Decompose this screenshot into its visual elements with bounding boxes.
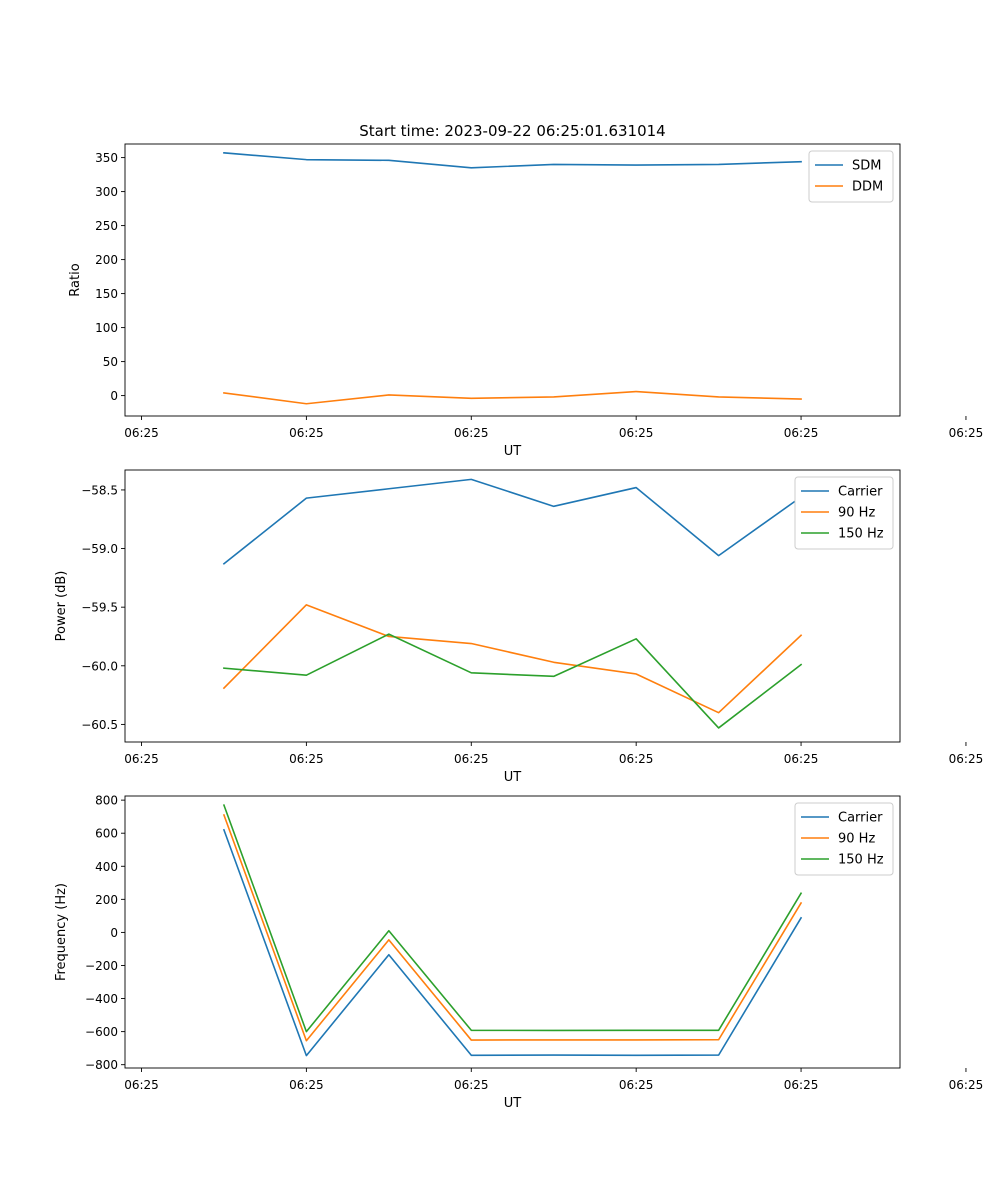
x-tick-label: 06:25 — [289, 426, 324, 440]
y-axis-label: Frequency (Hz) — [54, 883, 69, 981]
axes-frame — [124, 469, 901, 743]
y-tick-label: −58.5 — [81, 483, 118, 497]
x-axis-label: UT — [504, 770, 522, 785]
x-tick-label: 06:25 — [784, 1078, 819, 1092]
y-tick-label: −800 — [85, 1058, 118, 1072]
y-tick-label: 600 — [95, 827, 118, 841]
x-axis-label: UT — [504, 444, 522, 459]
legend-box — [808, 150, 894, 203]
x-tick-label: 06:25 — [289, 752, 324, 766]
subplot-3: 06:2506:2506:2506:2506:2506:2506:26−800−… — [54, 794, 984, 1111]
y-tick-label: 800 — [95, 794, 118, 808]
x-tick-label: 06:25 — [619, 1078, 654, 1092]
x-axis-label: UT — [504, 1096, 522, 1111]
legend: SDM DDM — [808, 150, 894, 203]
x-tick-label: 06:25 — [949, 1078, 984, 1092]
legend-label: 90 Hz — [838, 506, 875, 521]
series-line-90-hz — [222, 813, 803, 1042]
y-tick-label: −400 — [85, 992, 118, 1006]
subplot-1: 06:2506:2506:2506:2506:2506:2506:2605010… — [68, 143, 984, 459]
y-tick-label: 100 — [95, 321, 118, 335]
legend-label: 150 Hz — [838, 853, 884, 868]
legend-label: DDM — [852, 180, 883, 195]
y-tick-label: 0 — [110, 389, 118, 403]
x-tick-label: 06:25 — [619, 752, 654, 766]
legend-label: 150 Hz — [838, 527, 884, 542]
y-tick-label: −60.5 — [81, 718, 118, 732]
series-line-ddm — [223, 390, 802, 405]
y-tick-label: 200 — [95, 253, 118, 267]
legend: Carrier 90 Hz 150 Hz — [794, 476, 894, 550]
y-tick-label: 50 — [103, 355, 118, 369]
y-tick-label: 150 — [95, 287, 118, 301]
y-tick-label: 300 — [95, 185, 118, 199]
x-tick-label: 06:25 — [124, 426, 159, 440]
x-tick-label: 06:25 — [949, 426, 984, 440]
y-axis-label: Power (dB) — [54, 571, 69, 642]
y-tick-label: 200 — [95, 893, 118, 907]
y-tick-label: 400 — [95, 860, 118, 874]
y-axis-label: Ratio — [68, 263, 83, 296]
series-line-sdm — [223, 151, 802, 169]
x-tick-label: 06:25 — [454, 1078, 489, 1092]
series-line-90-hz — [222, 604, 803, 714]
subplot-2: 06:2506:2506:2506:2506:2506:2506:26−60.5… — [54, 469, 984, 785]
x-tick-label: 06:25 — [619, 426, 654, 440]
y-tick-label: 350 — [95, 151, 118, 165]
legend: Carrier 90 Hz 150 Hz — [794, 802, 894, 876]
y-tick-label: −59.5 — [81, 601, 118, 615]
x-tick-label: 06:25 — [949, 752, 984, 766]
figure-title: Start time: 2023-09-22 06:25:01.631014 — [359, 122, 665, 140]
x-tick-label: 06:25 — [454, 426, 489, 440]
y-tick-label: 250 — [95, 219, 118, 233]
x-tick-label: 06:25 — [124, 752, 159, 766]
legend-box — [794, 802, 894, 876]
y-tick-label: 0 — [110, 926, 118, 940]
y-tick-label: −600 — [85, 1025, 118, 1039]
y-tick-label: −60.0 — [81, 659, 118, 673]
x-tick-label: 06:25 — [289, 1078, 324, 1092]
legend-label: SDM — [852, 159, 881, 174]
legend-label: 90 Hz — [838, 832, 875, 847]
legend-label: Carrier — [838, 811, 883, 826]
series-line-150-hz — [223, 633, 803, 729]
axes-frame — [124, 143, 901, 417]
y-tick-label: −59.0 — [81, 542, 118, 556]
x-tick-label: 06:25 — [784, 426, 819, 440]
legend-box — [794, 476, 894, 550]
legend-label: Carrier — [838, 485, 883, 500]
series-line-carrier — [222, 828, 803, 1057]
series-line-150-hz — [222, 804, 803, 1033]
y-tick-label: −200 — [85, 959, 118, 973]
series-line-carrier — [222, 478, 803, 565]
x-tick-label: 06:25 — [784, 752, 819, 766]
x-tick-label: 06:25 — [454, 752, 489, 766]
x-tick-label: 06:25 — [124, 1078, 159, 1092]
